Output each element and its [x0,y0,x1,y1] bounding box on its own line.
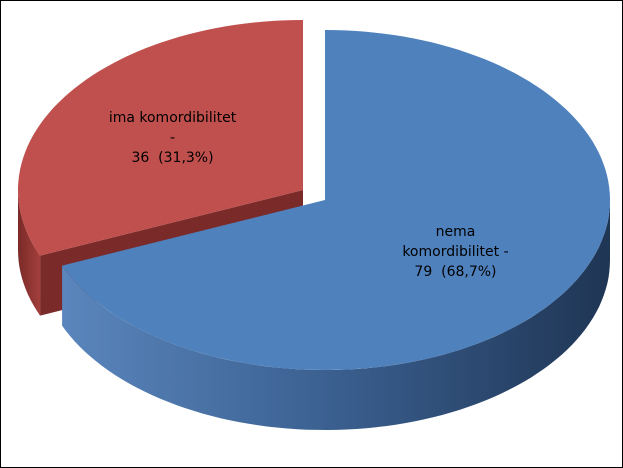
data-label: nema komordibilitet - 79 (68,7%) [390,222,520,282]
category-label: ima komordibilitet - [108,110,237,147]
value-label: 79 (68,7%) [414,263,497,280]
slice-side [62,200,611,430]
value-label: 36 (31,3%) [131,150,214,167]
slice [62,30,611,370]
slice [18,20,303,256]
data-label: ima komordibilitet - 36 (31,3%) [108,108,238,168]
slice-side [18,190,41,316]
category-label: nema komordibilitet - [402,223,509,260]
